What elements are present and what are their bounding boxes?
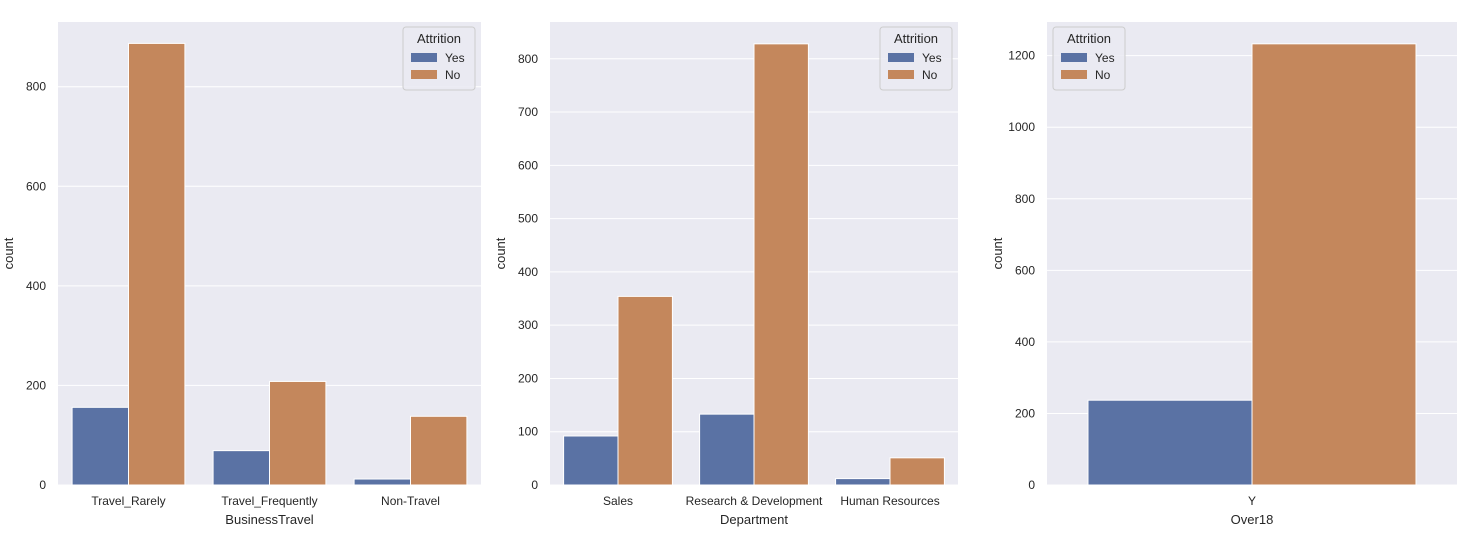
x-tick-label: Travel_Frequently — [221, 494, 317, 508]
legend-entry-yes: Yes — [1095, 51, 1115, 65]
bar-no-2 — [753, 43, 809, 486]
y-tick-label: 600 — [1015, 263, 1035, 277]
chart-panel-3: 0 200 400 600 800 1000 1200 Y Over18 count Attriti… — [990, 22, 1457, 527]
bar-no-1 — [617, 295, 673, 486]
legend: Attrition Yes No — [402, 26, 476, 91]
y-tick-label: 600 — [26, 179, 46, 193]
y-tick-label: 1000 — [1008, 120, 1035, 134]
legend-swatch-yes — [411, 53, 437, 62]
x-tick-label: Non-Travel — [381, 494, 440, 508]
chart-panel-2: 0 100 200 300 400 500 600 700 800 Sales Research &… — [493, 22, 958, 527]
y-axis-label: count — [1, 237, 16, 269]
x-tick-label: Research & Development — [686, 494, 823, 508]
y-tick-label: 1200 — [1008, 49, 1035, 63]
x-tick-label: Y — [1248, 494, 1256, 508]
bar-yes-2 — [699, 413, 755, 486]
legend-title: Attrition — [417, 31, 461, 46]
legend-entry-yes: Yes — [922, 51, 942, 65]
y-tick-label: 0 — [39, 478, 46, 492]
bar-no-3 — [410, 415, 468, 486]
y-tick-label: 800 — [26, 80, 46, 94]
bar-no-2 — [269, 380, 327, 486]
legend-title: Attrition — [894, 31, 938, 46]
x-axis-label: Over18 — [1231, 512, 1274, 527]
y-tick-label: 200 — [26, 378, 46, 392]
y-tick-label: 400 — [518, 265, 538, 279]
x-tick-label: Sales — [603, 494, 633, 508]
x-axis-label: BusinessTravel — [225, 512, 313, 527]
y-axis-label: count — [493, 237, 508, 269]
legend-swatch-yes — [888, 53, 914, 62]
legend-swatch-yes — [1061, 53, 1087, 62]
bar-no-3 — [889, 457, 945, 486]
y-tick-label: 300 — [518, 318, 538, 332]
y-tick-label: 0 — [1028, 478, 1035, 492]
x-axis-label: Department — [720, 512, 788, 527]
bar-yes-1 — [563, 435, 619, 486]
legend: Attrition Yes No — [879, 26, 953, 91]
y-tick-label: 600 — [518, 158, 538, 172]
y-tick-label: 400 — [26, 279, 46, 293]
legend: Attrition Yes No — [1052, 26, 1126, 91]
y-tick-label: 0 — [531, 478, 538, 492]
bar-yes-1 — [1087, 399, 1253, 486]
legend-swatch-no — [411, 70, 437, 79]
legend-swatch-no — [888, 70, 914, 79]
legend-swatch-no — [1061, 70, 1087, 79]
chart-panel-1: 0 200 400 600 800 Travel_Rarely Travel_Frequen… — [1, 22, 481, 527]
x-tick-label: Travel_Rarely — [91, 494, 165, 508]
bar-no-1 — [128, 42, 186, 486]
y-tick-label: 200 — [1015, 406, 1035, 420]
y-tick-label: 800 — [518, 52, 538, 66]
y-tick-label: 700 — [518, 105, 538, 119]
legend-entry-yes: Yes — [445, 51, 465, 65]
y-tick-label: 500 — [518, 212, 538, 226]
y-tick-label: 800 — [1015, 192, 1035, 206]
bar-yes-3 — [353, 478, 412, 486]
y-tick-label: 200 — [518, 371, 538, 385]
y-tick-label: 100 — [518, 425, 538, 439]
bar-no-1 — [1251, 43, 1417, 486]
y-tick-label: 400 — [1015, 335, 1035, 349]
legend-entry-no: No — [445, 68, 461, 82]
legend-title: Attrition — [1067, 31, 1111, 46]
legend-entry-no: No — [1095, 68, 1111, 82]
legend-entry-no: No — [922, 68, 938, 82]
x-tick-label: Human Resources — [840, 494, 939, 508]
bar-yes-3 — [835, 478, 891, 486]
bar-yes-1 — [71, 406, 129, 486]
bar-yes-2 — [212, 450, 271, 486]
y-axis-label: count — [990, 237, 1005, 269]
